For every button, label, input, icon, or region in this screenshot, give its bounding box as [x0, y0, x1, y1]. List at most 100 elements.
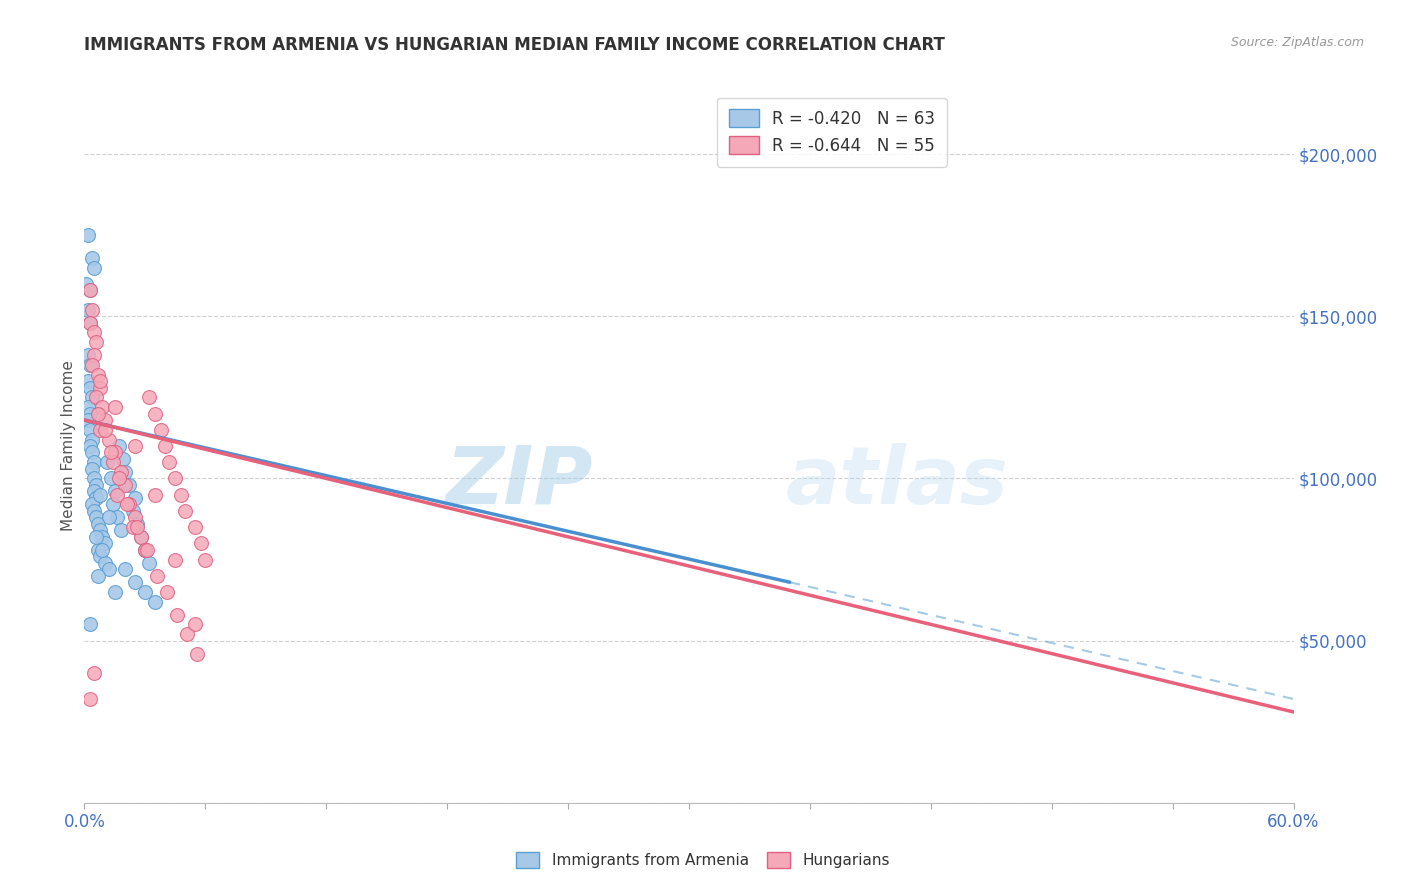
- Point: [129, 530, 152, 544]
- Point: [93, 413, 115, 427]
- Point: [83, 471, 105, 485]
- Point: [101, 455, 124, 469]
- Point: [114, 562, 136, 576]
- Point: [107, 471, 129, 485]
- Point: [143, 407, 166, 421]
- Point: [104, 585, 127, 599]
- Point: [124, 510, 146, 524]
- Text: ZIP: ZIP: [444, 442, 592, 521]
- Point: [157, 455, 180, 469]
- Point: [153, 439, 176, 453]
- Point: [134, 542, 156, 557]
- Point: [97, 562, 120, 576]
- Point: [77, 413, 100, 427]
- Point: [79, 316, 101, 330]
- Point: [83, 666, 105, 681]
- Point: [77, 228, 100, 243]
- Point: [165, 471, 187, 485]
- Y-axis label: Median Family Income: Median Family Income: [60, 360, 76, 532]
- Point: [97, 510, 120, 524]
- Point: [125, 520, 148, 534]
- Point: [146, 568, 169, 582]
- Point: [91, 530, 114, 544]
- Point: [107, 439, 129, 453]
- Point: [82, 461, 104, 475]
- Point: [77, 348, 100, 362]
- Point: [79, 283, 101, 297]
- Point: [89, 374, 111, 388]
- Point: [82, 497, 104, 511]
- Point: [186, 647, 208, 661]
- Point: [82, 445, 104, 459]
- Point: [79, 358, 101, 372]
- Legend: R = -0.420   N = 63, R = -0.644   N = 55: R = -0.420 N = 63, R = -0.644 N = 55: [717, 97, 946, 167]
- Point: [82, 390, 104, 404]
- Point: [118, 497, 141, 511]
- Point: [86, 478, 108, 492]
- Point: [121, 520, 143, 534]
- Point: [79, 692, 101, 706]
- Point: [79, 617, 101, 632]
- Point: [75, 277, 97, 291]
- Point: [79, 283, 101, 297]
- Point: [110, 524, 132, 538]
- Point: [129, 530, 152, 544]
- Point: [89, 423, 111, 437]
- Point: [93, 423, 115, 437]
- Point: [105, 510, 128, 524]
- Point: [93, 536, 115, 550]
- Point: [79, 381, 101, 395]
- Point: [96, 455, 118, 469]
- Point: [79, 439, 101, 453]
- Point: [89, 549, 111, 564]
- Point: [104, 484, 127, 499]
- Point: [100, 471, 122, 485]
- Point: [104, 445, 127, 459]
- Point: [79, 316, 101, 330]
- Point: [138, 390, 160, 404]
- Point: [149, 423, 172, 437]
- Point: [89, 488, 111, 502]
- Point: [124, 491, 146, 505]
- Point: [184, 617, 207, 632]
- Point: [79, 407, 101, 421]
- Point: [143, 595, 166, 609]
- Point: [194, 552, 217, 566]
- Point: [77, 302, 100, 317]
- Point: [165, 552, 187, 566]
- Point: [134, 542, 156, 557]
- Point: [105, 488, 128, 502]
- Point: [87, 516, 110, 531]
- Point: [86, 510, 108, 524]
- Point: [184, 520, 207, 534]
- Point: [83, 504, 105, 518]
- Point: [110, 465, 132, 479]
- Point: [83, 260, 105, 275]
- Point: [82, 251, 104, 265]
- Point: [121, 504, 143, 518]
- Text: atlas: atlas: [786, 442, 1008, 521]
- Point: [114, 465, 136, 479]
- Point: [77, 374, 100, 388]
- Point: [91, 400, 114, 414]
- Point: [87, 407, 110, 421]
- Text: IMMIGRANTS FROM ARMENIA VS HUNGARIAN MEDIAN FAMILY INCOME CORRELATION CHART: IMMIGRANTS FROM ARMENIA VS HUNGARIAN MED…: [84, 36, 945, 54]
- Point: [82, 358, 104, 372]
- Point: [111, 452, 134, 467]
- Point: [118, 478, 141, 492]
- Point: [156, 585, 179, 599]
- Point: [176, 627, 198, 641]
- Point: [134, 585, 156, 599]
- Point: [77, 400, 100, 414]
- Point: [97, 433, 120, 447]
- Point: [101, 497, 124, 511]
- Point: [82, 302, 104, 317]
- Point: [86, 390, 108, 404]
- Point: [125, 516, 148, 531]
- Point: [124, 575, 146, 590]
- Point: [86, 491, 108, 505]
- Point: [87, 368, 110, 382]
- Point: [83, 455, 105, 469]
- Point: [79, 423, 101, 437]
- Point: [135, 542, 157, 557]
